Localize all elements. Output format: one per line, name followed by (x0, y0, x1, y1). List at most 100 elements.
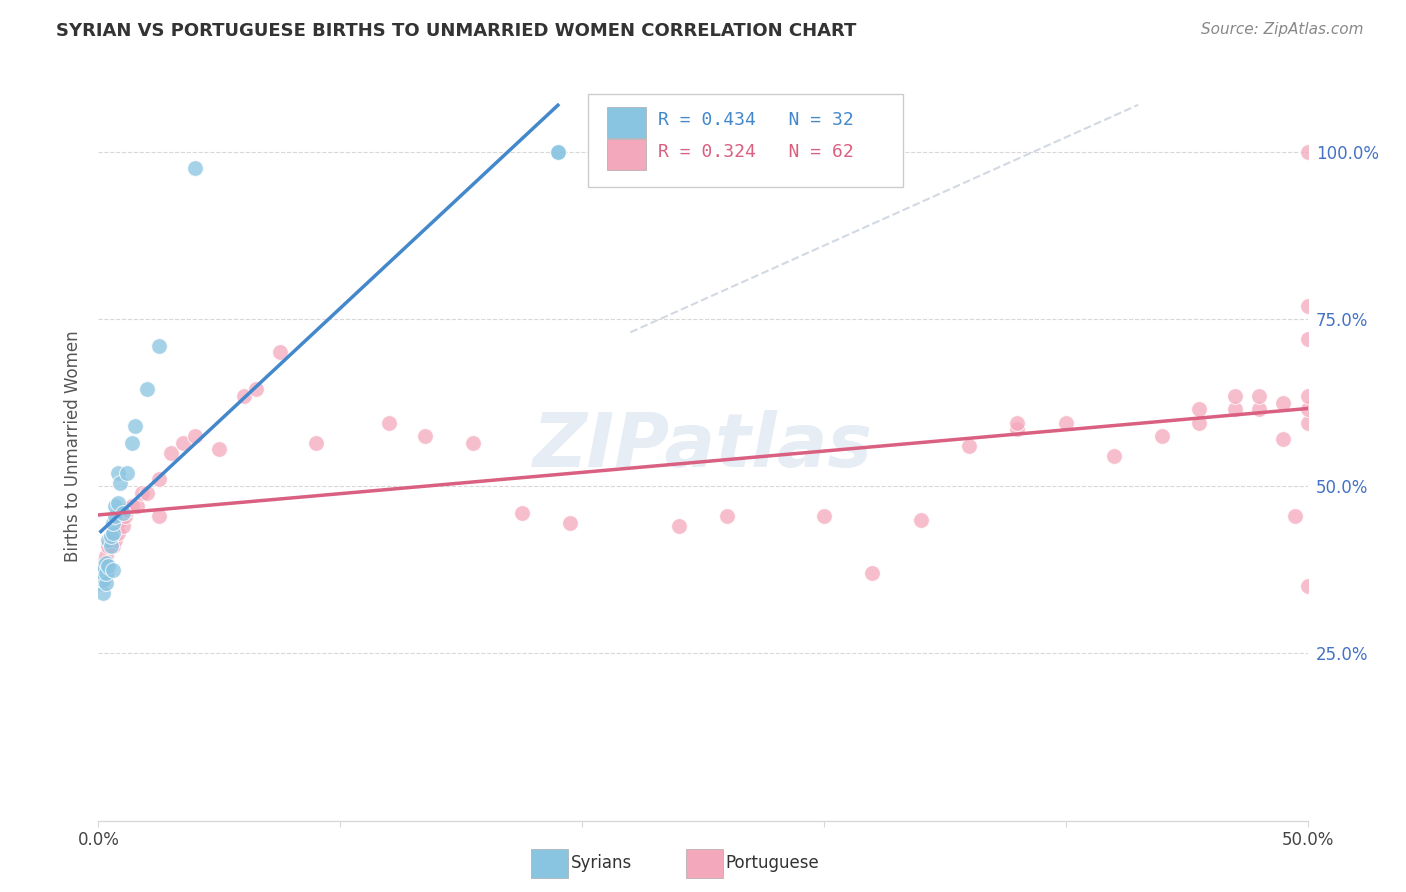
Text: Portuguese: Portuguese (725, 854, 820, 871)
Point (184, 429, 207, 443)
Point (108, 513, 131, 527)
Point (1272, 395, 1295, 409)
Point (148, 509, 170, 524)
Point (124, 419, 146, 434)
Point (97, 563, 120, 577)
Point (107, 496, 129, 510)
Point (148, 473, 170, 487)
Point (91, 556, 114, 570)
Point (90, 576, 112, 591)
Point (94, 569, 117, 583)
Point (107, 466, 129, 480)
Point (100, 533, 122, 547)
Point (269, 345, 291, 359)
Text: Source: ZipAtlas.com: Source: ZipAtlas.com (1201, 22, 1364, 37)
Point (101, 563, 124, 577)
Point (1102, 449, 1125, 463)
Point (111, 506, 134, 520)
FancyBboxPatch shape (607, 139, 647, 170)
Point (1223, 402, 1246, 417)
Text: R = 0.324   N = 62: R = 0.324 N = 62 (658, 144, 853, 161)
Text: Syrians: Syrians (571, 854, 633, 871)
Point (104, 533, 127, 547)
Point (957, 439, 980, 453)
Point (910, 513, 932, 527)
Point (172, 435, 194, 450)
Point (101, 539, 124, 553)
Point (1296, 416, 1319, 430)
Point (91, 559, 114, 574)
Point (716, 509, 738, 524)
Point (94, 556, 117, 570)
Point (232, 389, 254, 403)
Text: SYRIAN VS PORTUGUESE BIRTHS TO UNMARRIED WOMEN CORRELATION CHART: SYRIAN VS PORTUGUESE BIRTHS TO UNMARRIED… (56, 22, 856, 40)
Point (813, 509, 835, 524)
Point (1152, 429, 1174, 443)
Point (104, 509, 127, 524)
Point (1296, 145, 1319, 159)
Point (1296, 332, 1319, 346)
Point (114, 509, 136, 524)
Y-axis label: Births to Unmarried Women: Births to Unmarried Women (65, 330, 83, 562)
Point (1249, 389, 1271, 403)
Point (148, 339, 170, 353)
FancyBboxPatch shape (588, 94, 903, 187)
Point (121, 500, 143, 514)
Point (104, 500, 127, 514)
Text: ZIPatlas: ZIPatlas (533, 409, 873, 483)
Point (131, 486, 153, 500)
Point (1188, 402, 1211, 417)
Point (94, 566, 117, 581)
Point (90, 566, 112, 581)
Point (127, 500, 149, 514)
Point (1296, 580, 1319, 594)
Point (97, 533, 120, 547)
Point (160, 446, 183, 460)
Point (97, 559, 120, 574)
Point (1249, 402, 1271, 417)
Point (547, 145, 569, 159)
Point (91, 566, 114, 581)
Point (1296, 402, 1319, 417)
Point (94, 549, 117, 564)
Point (101, 526, 124, 541)
Point (117, 502, 139, 516)
Point (135, 486, 157, 500)
Point (100, 529, 122, 543)
Point (184, 161, 207, 176)
Point (117, 466, 139, 480)
Point (245, 382, 267, 396)
Point (208, 442, 231, 457)
Point (668, 519, 690, 533)
Point (90, 576, 112, 591)
Point (91, 576, 114, 591)
Point (107, 526, 129, 541)
Point (90, 566, 112, 581)
Point (1296, 389, 1319, 403)
Point (377, 416, 399, 430)
Point (1296, 299, 1319, 313)
Point (305, 435, 328, 450)
Point (108, 475, 131, 490)
Point (1007, 422, 1029, 436)
Point (90, 573, 112, 587)
Point (97, 539, 120, 553)
Point (94, 576, 117, 591)
Point (1007, 416, 1029, 430)
Point (90, 569, 112, 583)
Point (413, 429, 436, 443)
Point (558, 516, 581, 530)
Point (121, 435, 143, 450)
Point (463, 435, 485, 450)
Point (91, 573, 114, 587)
Point (1272, 433, 1295, 447)
Point (1188, 416, 1211, 430)
Point (135, 382, 157, 396)
Point (1223, 389, 1246, 403)
Point (91, 586, 114, 600)
Point (101, 516, 124, 530)
Point (547, 145, 569, 159)
FancyBboxPatch shape (607, 106, 647, 138)
Point (510, 506, 533, 520)
Text: R = 0.434   N = 32: R = 0.434 N = 32 (658, 112, 853, 129)
